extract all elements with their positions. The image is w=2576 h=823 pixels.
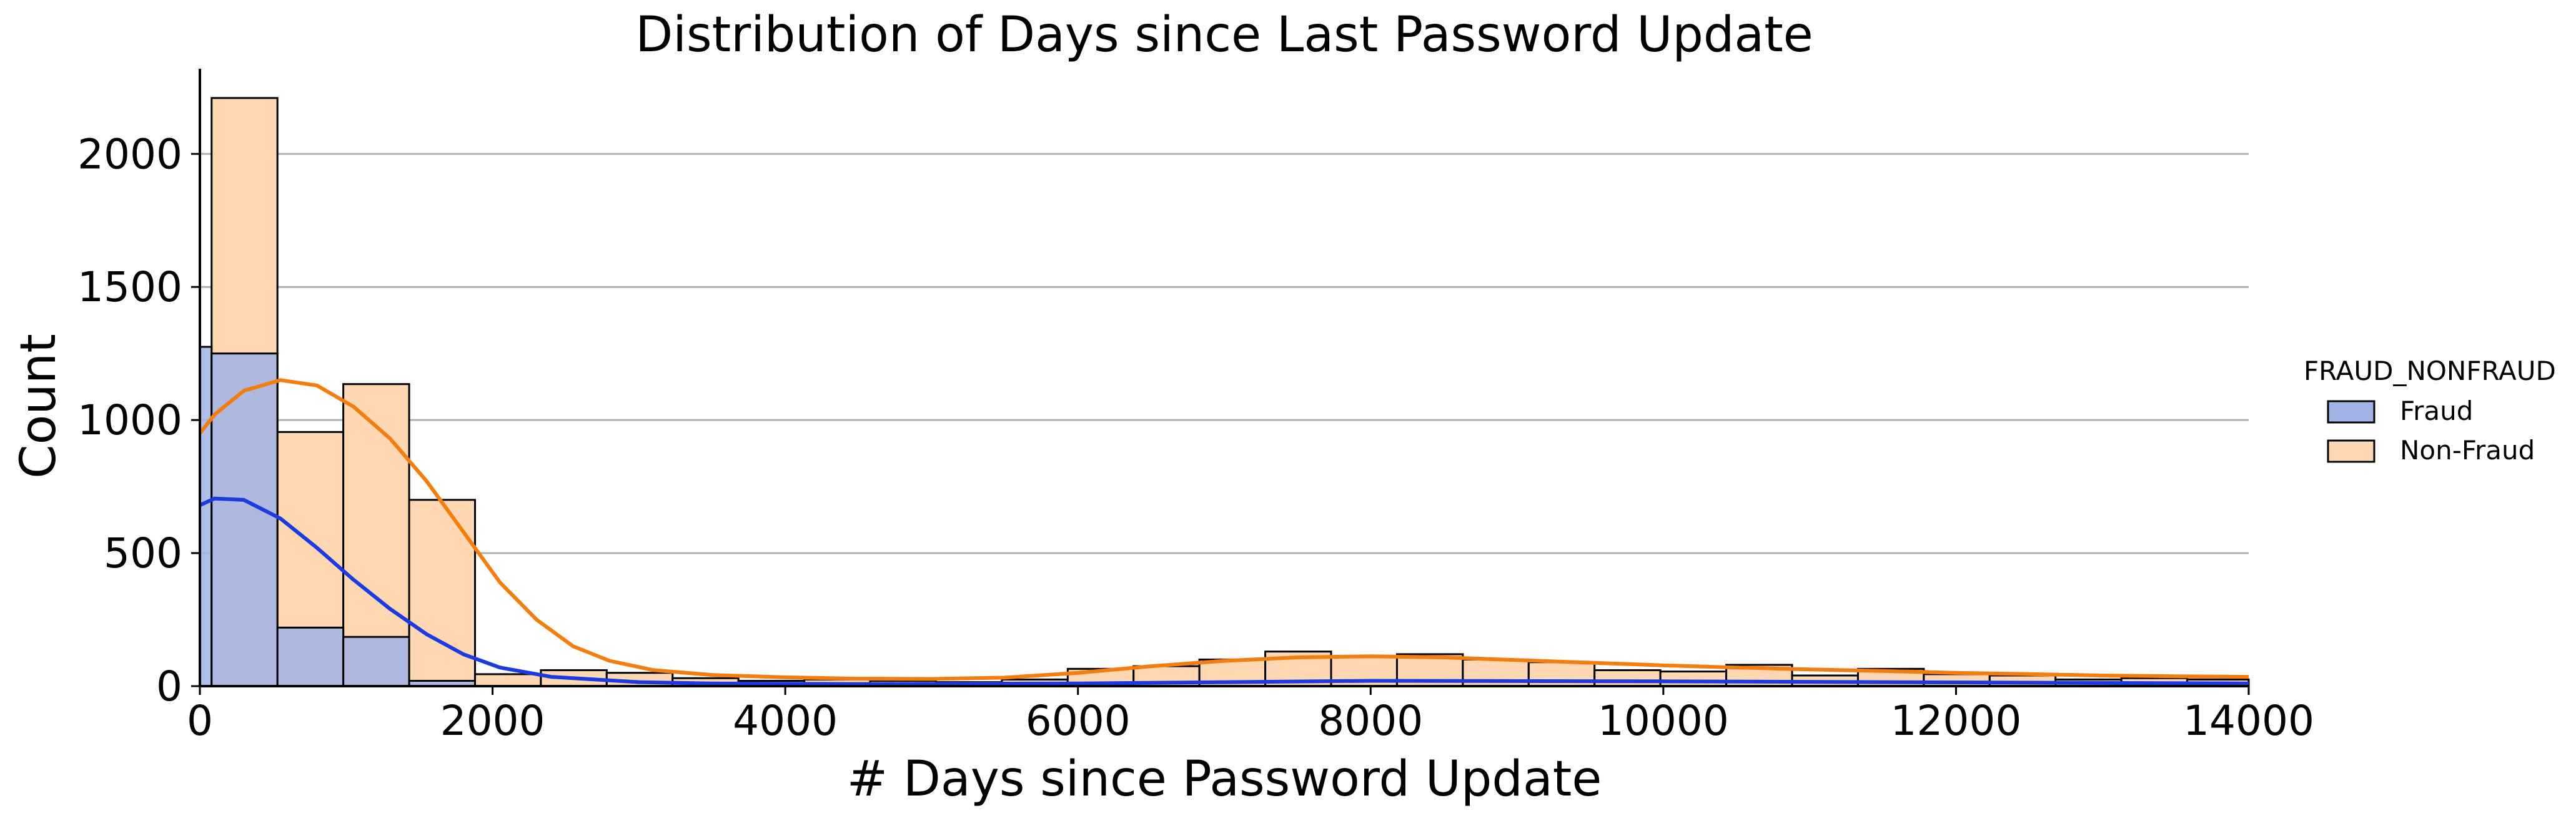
x-tick-label: 6000 xyxy=(1026,697,1131,745)
bar-non-fraud-21 xyxy=(1593,669,1662,687)
bar-non-fraud-2 xyxy=(342,383,410,687)
y-tick-label: 1500 xyxy=(77,263,182,311)
bar-fraud-0 xyxy=(199,346,213,687)
y-axis-label: Count xyxy=(11,334,67,479)
x-tick-label: 2000 xyxy=(440,697,545,745)
kde-line-non-fraud xyxy=(198,378,2249,681)
bar-fraud-3 xyxy=(342,636,410,687)
bar-non-fraud-22 xyxy=(1659,671,1728,687)
y-gridlines xyxy=(200,152,2249,554)
legend-title: FRAUD_NONFRAUD xyxy=(2304,356,2556,386)
y-tick-label: 1000 xyxy=(77,396,182,444)
bar-non-fraud-4 xyxy=(473,673,542,687)
kde-curves xyxy=(198,378,2249,686)
y-tick-label: 2000 xyxy=(77,130,182,178)
x-tick-label: 8000 xyxy=(1318,697,1423,745)
x-tick-label: 0 xyxy=(187,697,213,745)
tick-labels: 0 2000 4000 6000 8000 10000 12000 14000 0 500 1000… xyxy=(77,130,2314,745)
axes xyxy=(199,69,2249,687)
legend: FRAUD_NONFRAUD Fraud Non-Fraud xyxy=(2304,356,2556,466)
legend-label-fraud: Fraud xyxy=(2400,396,2473,426)
legend-label-non-fraud: Non-Fraud xyxy=(2400,435,2535,466)
legend-swatch-non-fraud xyxy=(2327,439,2375,463)
bar-fraud-2 xyxy=(276,626,345,687)
x-tick-label: 4000 xyxy=(733,697,838,745)
x-tick-label: 12000 xyxy=(1890,697,2021,745)
legend-swatch-fraud xyxy=(2327,400,2375,424)
x-tick-label: 10000 xyxy=(1598,697,1729,745)
bar-non-fraud-3 xyxy=(408,499,476,687)
bar-fraud-1 xyxy=(211,352,279,687)
x-tick-label: 14000 xyxy=(2183,697,2314,745)
y-tick-label: 500 xyxy=(104,529,182,577)
x-axis-label: # Days since Password Update xyxy=(847,751,1602,807)
y-tick-label: 0 xyxy=(156,662,182,711)
chart-title: Distribution of Days since Last Password… xyxy=(635,7,1813,63)
kde-line-fraud xyxy=(199,496,2249,686)
